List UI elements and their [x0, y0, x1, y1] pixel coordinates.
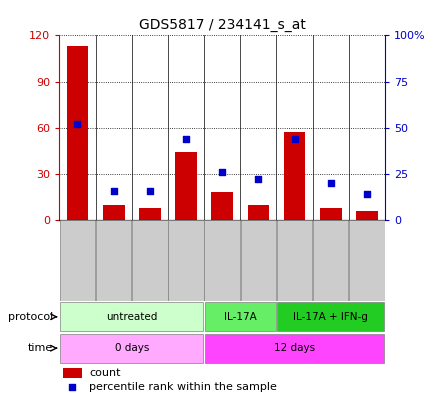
Bar	[277, 220, 312, 301]
Bar	[284, 132, 305, 220]
Bar	[211, 192, 233, 220]
Text: 0 days: 0 days	[114, 343, 149, 353]
Point	[74, 121, 81, 127]
Text: untreated: untreated	[106, 312, 158, 322]
Text: count: count	[89, 368, 121, 378]
Bar	[349, 220, 385, 301]
Point	[110, 187, 117, 194]
Point	[363, 191, 370, 197]
Point	[219, 169, 226, 175]
Point	[147, 187, 154, 194]
Point	[183, 136, 190, 142]
Bar	[356, 211, 378, 220]
Point	[69, 384, 76, 390]
Point	[255, 176, 262, 183]
Bar	[66, 46, 88, 220]
Bar	[175, 152, 197, 220]
Bar	[60, 220, 95, 301]
Bar	[277, 302, 384, 331]
Bar	[320, 208, 341, 220]
Bar	[168, 220, 204, 301]
Bar	[132, 220, 168, 301]
Bar	[60, 302, 203, 331]
Bar	[139, 208, 161, 220]
Point	[291, 136, 298, 142]
Text: time: time	[28, 343, 53, 353]
Bar	[313, 220, 348, 301]
Point	[327, 180, 334, 186]
Title: GDS5817 / 234141_s_at: GDS5817 / 234141_s_at	[139, 18, 306, 31]
Text: 12 days: 12 days	[274, 343, 315, 353]
Bar	[103, 205, 125, 220]
Bar	[96, 220, 132, 301]
Bar	[205, 334, 384, 363]
Bar	[241, 220, 276, 301]
Bar	[63, 367, 82, 378]
Text: protocol: protocol	[7, 312, 53, 322]
Bar	[248, 205, 269, 220]
Bar	[60, 334, 203, 363]
Text: IL-17A + IFN-g: IL-17A + IFN-g	[293, 312, 368, 322]
Text: percentile rank within the sample: percentile rank within the sample	[89, 382, 277, 392]
Bar	[205, 220, 240, 301]
Bar	[205, 302, 276, 331]
Text: IL-17A: IL-17A	[224, 312, 257, 322]
